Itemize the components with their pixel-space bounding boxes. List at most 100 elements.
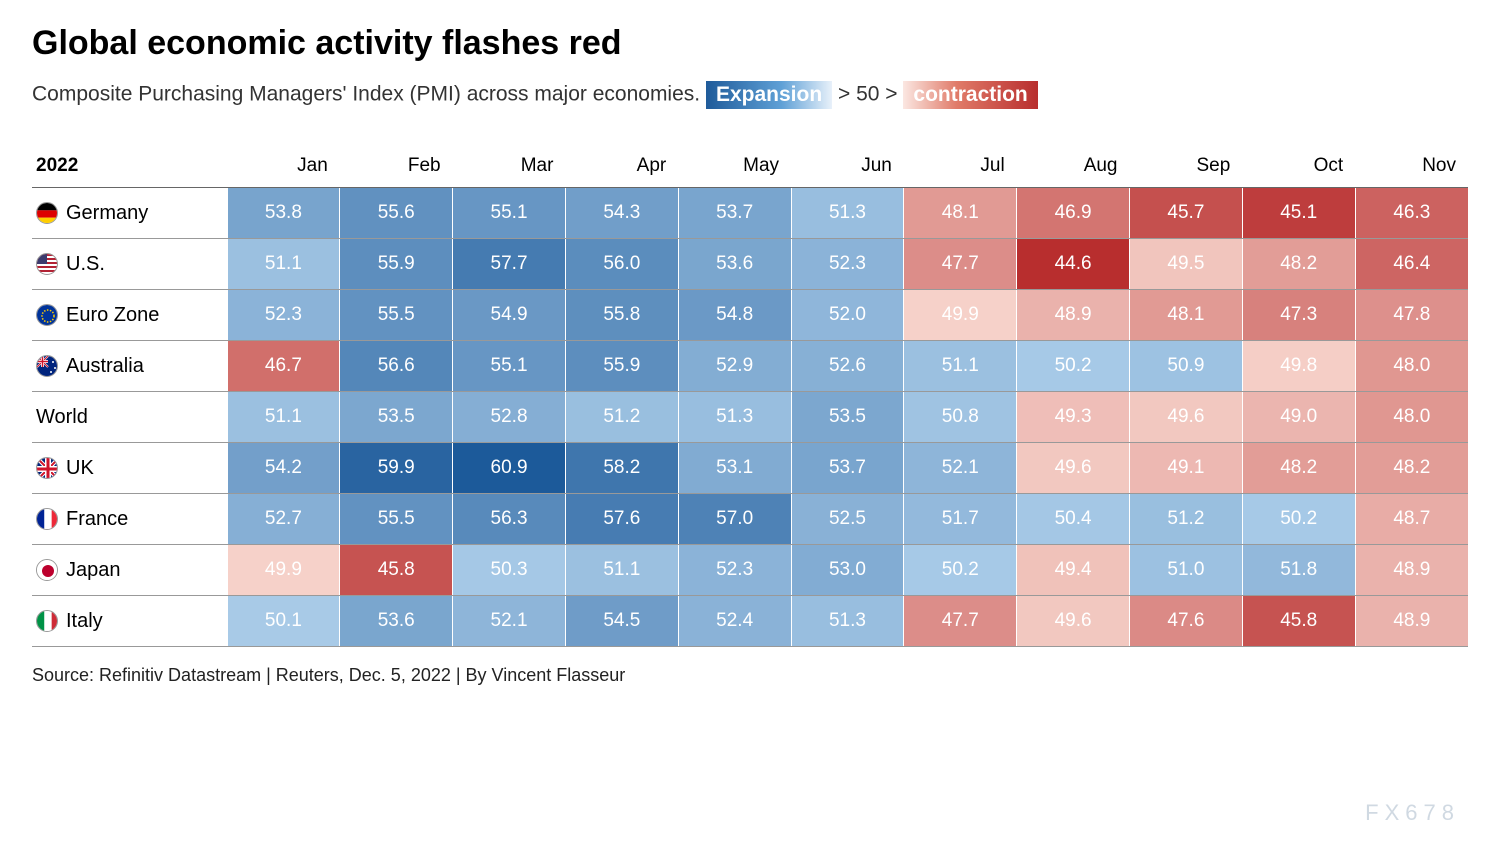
fr-flag-icon — [36, 508, 58, 530]
pmi-cell: 50.2 — [1242, 494, 1355, 545]
pmi-cell: 47.3 — [1242, 290, 1355, 341]
pmi-cell: 52.4 — [678, 596, 791, 647]
pmi-cell: 47.6 — [1130, 596, 1243, 647]
table-row: UK54.259.960.958.253.153.752.149.649.148… — [32, 443, 1468, 494]
month-header: Sep — [1130, 145, 1243, 188]
legend-contraction-badge: contraction — [903, 81, 1037, 109]
table-row: Italy50.153.652.154.552.451.347.749.647.… — [32, 596, 1468, 647]
country-name: UK — [66, 457, 94, 479]
pmi-cell: 49.6 — [1017, 596, 1130, 647]
au-flag-icon — [36, 355, 58, 377]
month-header: Oct — [1242, 145, 1355, 188]
table-row: Japan49.945.850.351.152.353.050.249.451.… — [32, 545, 1468, 596]
pmi-cell: 52.1 — [904, 443, 1017, 494]
pmi-cell: 48.9 — [1355, 545, 1468, 596]
pmi-cell: 49.9 — [227, 545, 340, 596]
pmi-cell: 53.0 — [791, 545, 904, 596]
pmi-cell: 51.3 — [791, 596, 904, 647]
pmi-cell: 57.6 — [565, 494, 678, 545]
pmi-cell: 59.9 — [340, 443, 453, 494]
pmi-cell: 54.3 — [565, 188, 678, 239]
chart-title: Global economic activity flashes red — [32, 24, 1468, 63]
pmi-cell: 54.9 — [453, 290, 566, 341]
pmi-cell: 52.3 — [678, 545, 791, 596]
pmi-cell: 51.1 — [565, 545, 678, 596]
country-name: World — [36, 406, 88, 428]
country-label: Germany — [32, 188, 227, 239]
pmi-cell: 52.7 — [227, 494, 340, 545]
pmi-cell: 51.8 — [1242, 545, 1355, 596]
pmi-cell: 51.2 — [565, 392, 678, 443]
pmi-cell: 51.2 — [1130, 494, 1243, 545]
pmi-cell: 50.9 — [1130, 341, 1243, 392]
pmi-cell: 55.6 — [340, 188, 453, 239]
pmi-cell: 51.1 — [904, 341, 1017, 392]
month-header: Jun — [791, 145, 904, 188]
chart-subtitle: Composite Purchasing Managers' Index (PM… — [32, 81, 1468, 109]
pmi-cell: 48.9 — [1017, 290, 1130, 341]
pmi-cell: 49.9 — [904, 290, 1017, 341]
pmi-heatmap-table: 2022 JanFebMarAprMayJunJulAugSepOctNov G… — [32, 145, 1468, 647]
de-flag-icon — [36, 202, 58, 224]
pmi-cell: 50.2 — [1017, 341, 1130, 392]
pmi-cell: 55.9 — [340, 239, 453, 290]
pmi-cell: 48.2 — [1242, 443, 1355, 494]
country-label: U.S. — [32, 239, 227, 290]
pmi-cell: 58.2 — [565, 443, 678, 494]
pmi-cell: 51.1 — [227, 239, 340, 290]
country-label: Euro Zone — [32, 290, 227, 341]
pmi-cell: 53.7 — [678, 188, 791, 239]
pmi-cell: 48.1 — [1130, 290, 1243, 341]
pmi-cell: 53.7 — [791, 443, 904, 494]
pmi-cell: 53.1 — [678, 443, 791, 494]
pmi-cell: 51.3 — [678, 392, 791, 443]
pmi-cell: 50.4 — [1017, 494, 1130, 545]
pmi-cell: 48.2 — [1242, 239, 1355, 290]
pmi-cell: 56.0 — [565, 239, 678, 290]
pmi-cell: 50.1 — [227, 596, 340, 647]
pmi-cell: 54.2 — [227, 443, 340, 494]
watermark: FX678 — [1365, 800, 1460, 826]
pmi-cell: 47.8 — [1355, 290, 1468, 341]
country-label: UK — [32, 443, 227, 494]
pmi-cell: 53.8 — [227, 188, 340, 239]
country-name: Japan — [66, 559, 121, 581]
country-label: Australia — [32, 341, 227, 392]
month-header: Feb — [340, 145, 453, 188]
uk-flag-icon — [36, 457, 58, 479]
pmi-cell: 49.8 — [1242, 341, 1355, 392]
country-name: Euro Zone — [66, 304, 159, 326]
pmi-cell: 48.9 — [1355, 596, 1468, 647]
pmi-cell: 46.4 — [1355, 239, 1468, 290]
country-label: World — [32, 392, 227, 443]
pmi-cell: 52.6 — [791, 341, 904, 392]
pmi-cell: 52.9 — [678, 341, 791, 392]
eu-flag-icon — [36, 304, 58, 326]
pmi-cell: 49.3 — [1017, 392, 1130, 443]
country-name: France — [66, 508, 128, 530]
pmi-cell: 49.6 — [1130, 392, 1243, 443]
country-name: Germany — [66, 202, 148, 224]
pmi-cell: 57.7 — [453, 239, 566, 290]
pmi-cell: 55.1 — [453, 341, 566, 392]
month-header: Mar — [453, 145, 566, 188]
country-label: Italy — [32, 596, 227, 647]
pmi-cell: 48.0 — [1355, 341, 1468, 392]
pmi-cell: 48.2 — [1355, 443, 1468, 494]
pmi-cell: 55.1 — [453, 188, 566, 239]
pmi-cell: 60.9 — [453, 443, 566, 494]
pmi-cell: 51.1 — [227, 392, 340, 443]
month-header: Jul — [904, 145, 1017, 188]
pmi-cell: 50.8 — [904, 392, 1017, 443]
country-name: Australia — [66, 355, 144, 377]
pmi-cell: 51.0 — [1130, 545, 1243, 596]
pmi-cell: 52.0 — [791, 290, 904, 341]
pmi-cell: 48.0 — [1355, 392, 1468, 443]
source-attribution: Source: Refinitiv Datastream | Reuters, … — [32, 665, 1468, 686]
pmi-cell: 49.1 — [1130, 443, 1243, 494]
subtitle-text: Composite Purchasing Managers' Index (PM… — [32, 83, 706, 106]
pmi-cell: 46.9 — [1017, 188, 1130, 239]
pmi-cell: 53.5 — [791, 392, 904, 443]
pmi-cell: 53.6 — [340, 596, 453, 647]
table-row: World51.153.552.851.251.353.550.849.349.… — [32, 392, 1468, 443]
